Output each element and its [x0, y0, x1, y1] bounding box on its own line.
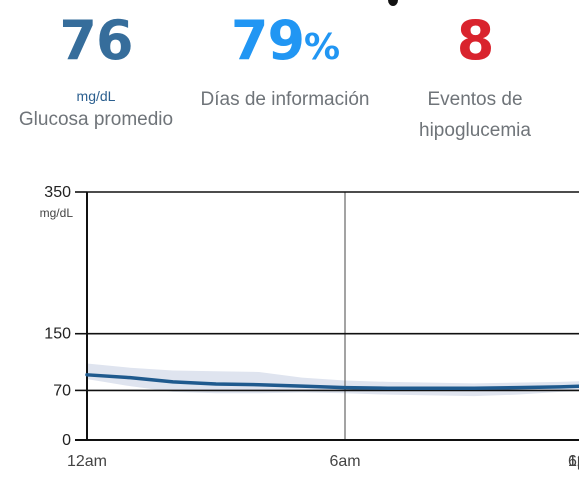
average-glucose-label: Glucosa promedio	[18, 109, 174, 130]
y-tick-label-70: 70	[53, 382, 71, 399]
stat-average-glucose: 76 mg/dL Glucosa promedio	[10, 14, 182, 135]
days-of-data-value-wrap: 79%	[190, 14, 380, 68]
header-fragment-mark	[388, 0, 398, 6]
daily-glucose-profile-chart: 350 150 70 0 mg/dL 12am 6am 12pm6pm1	[0, 175, 579, 500]
y-tick-label-350: 350	[44, 184, 71, 201]
hypoglycemia-events-value: 8	[456, 9, 495, 72]
x-tick-label-12am: 12am	[67, 453, 107, 470]
average-glucose-value: 76	[59, 9, 133, 72]
x-tick-label-12pm: 12pm	[568, 453, 579, 470]
days-of-data-label: Días de información	[200, 89, 370, 110]
glucose-chart-svg: 350 150 70 0 mg/dL 12am 6am 12pm6pm1	[40, 184, 579, 470]
x-tick-label-6pm: 6pm	[568, 453, 579, 470]
y-axis-unit-label: mg/dL	[40, 206, 74, 220]
y-tick-label-0: 0	[62, 432, 71, 449]
y-tick-label-150: 150	[44, 326, 71, 343]
stat-days-of-data: 79% Días de información	[190, 14, 380, 115]
median-glucose-line	[85, 373, 579, 391]
days-of-data-percent: %	[304, 27, 340, 68]
x-tick-label-1: 1	[568, 453, 577, 470]
hypoglycemia-events-label-line1: Eventos de	[427, 89, 523, 110]
hypoglycemia-events-label-line2: hipoglucemia	[419, 120, 531, 141]
x-tick-label-6am: 6am	[329, 453, 360, 470]
average-glucose-unit: mg/dL	[76, 88, 116, 104]
days-of-data-value: 79	[230, 9, 305, 72]
stat-hypoglycemia-events: 8 Eventos de hipoglucemia	[396, 14, 554, 146]
